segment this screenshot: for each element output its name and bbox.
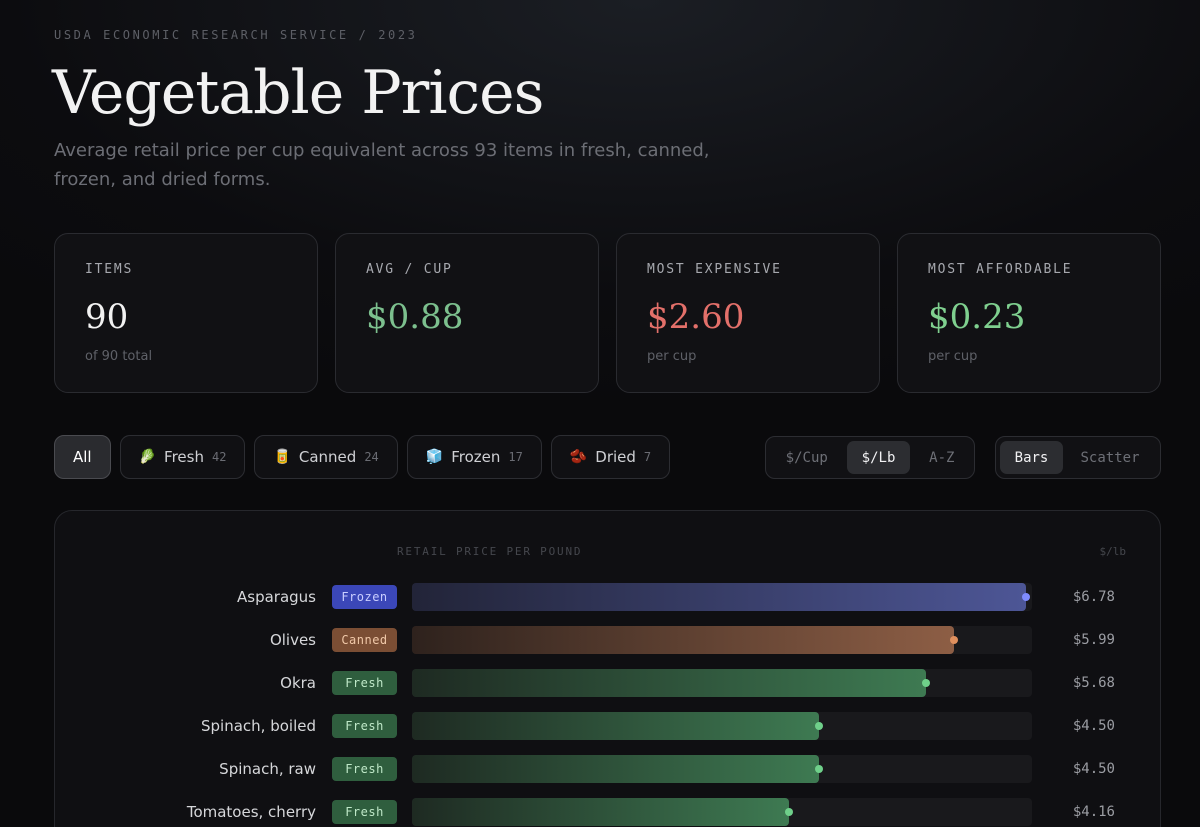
chart-row[interactable]: Tomatoes, cherry Fresh $4.16 bbox=[55, 798, 1160, 827]
row-label: Spinach, raw bbox=[219, 760, 316, 778]
stat-label: ITEMS bbox=[85, 262, 134, 277]
form-badge: Canned bbox=[332, 628, 397, 652]
chart-row[interactable]: Okra Fresh $5.68 bbox=[55, 669, 1160, 712]
bar-end-dot bbox=[1022, 593, 1030, 601]
price-value: $4.50 bbox=[1072, 718, 1115, 734]
chart-unit: $/lb bbox=[1099, 545, 1127, 558]
bar-end-dot bbox=[950, 636, 958, 644]
filter-all-chip[interactable]: All bbox=[54, 435, 111, 479]
chip-label: Canned bbox=[298, 448, 357, 466]
bar-track bbox=[412, 755, 1032, 783]
bar-track bbox=[412, 626, 1032, 654]
price-bar bbox=[412, 669, 926, 697]
row-label: Tomatoes, cherry bbox=[186, 803, 316, 821]
form-badge: Fresh bbox=[332, 714, 397, 738]
bar-track bbox=[412, 798, 1032, 826]
form-badge: Fresh bbox=[332, 671, 397, 695]
stat-card-most-expensive: MOST EXPENSIVE $2.60 per cup bbox=[616, 233, 880, 393]
row-label: Spinach, boiled bbox=[201, 717, 316, 735]
form-badge: Fresh bbox=[332, 757, 397, 781]
bar-end-dot bbox=[785, 808, 793, 816]
form-badge: Frozen bbox=[332, 585, 397, 609]
stat-value: $2.60 bbox=[647, 297, 745, 337]
stat-label: AVG / CUP bbox=[366, 262, 453, 277]
price-value: $5.99 bbox=[1072, 632, 1115, 648]
chip-count: 42 bbox=[211, 450, 227, 464]
leafy-green-icon: 🥬 bbox=[138, 449, 157, 465]
sort-per-lb-button[interactable]: $/Lb bbox=[847, 441, 910, 474]
chart-title: RETAIL PRICE PER POUND bbox=[397, 545, 583, 558]
price-value: $6.78 bbox=[1072, 589, 1115, 605]
stat-sub: per cup bbox=[928, 349, 978, 364]
filter-fresh-chip[interactable]: 🥬 Fresh 42 bbox=[119, 435, 246, 479]
price-bar bbox=[412, 755, 819, 783]
filter-canned-chip[interactable]: 🥫 Canned 24 bbox=[254, 435, 398, 479]
bar-track bbox=[412, 583, 1032, 611]
price-chart-panel: RETAIL PRICE PER POUND $/lb Asparagus Fro… bbox=[54, 510, 1161, 827]
price-value: $4.50 bbox=[1072, 761, 1115, 777]
filter-dried-chip[interactable]: 🫘 Dried 7 bbox=[550, 435, 671, 479]
bar-end-dot bbox=[922, 679, 930, 687]
stat-value: $0.23 bbox=[928, 297, 1026, 337]
chart-rows: Asparagus Frozen $6.78 Olives Canned $5.99 Okr… bbox=[55, 583, 1160, 827]
stat-sub: of 90 total bbox=[85, 349, 153, 364]
form-filter-group: All 🥬 Fresh 42 🥫 Canned 24 🧊 Frozen 17 🫘… bbox=[54, 435, 671, 479]
form-badge: Fresh bbox=[332, 800, 397, 824]
sort-alpha-button[interactable]: A-Z bbox=[929, 449, 955, 466]
price-bar bbox=[412, 798, 789, 826]
chart-row[interactable]: Spinach, boiled Fresh $4.50 bbox=[55, 712, 1160, 755]
bar-track bbox=[412, 712, 1032, 740]
bar-end-dot bbox=[815, 722, 823, 730]
source-eyebrow: USDA ECONOMIC RESEARCH SERVICE / 2023 bbox=[54, 28, 418, 42]
stats-row: ITEMS 90 of 90 total AVG / CUP $0.88 MOS… bbox=[54, 233, 1161, 393]
view-bars-button[interactable]: Bars bbox=[1000, 441, 1063, 474]
price-value: $4.16 bbox=[1072, 804, 1115, 820]
stat-value: $0.88 bbox=[366, 297, 464, 337]
price-value: $5.68 bbox=[1072, 675, 1115, 691]
row-label: Okra bbox=[280, 674, 316, 692]
bar-end-dot bbox=[815, 765, 823, 773]
stat-value: 90 bbox=[85, 297, 129, 337]
row-label: Olives bbox=[269, 631, 316, 649]
stat-card-most-affordable: MOST AFFORDABLE $0.23 per cup bbox=[897, 233, 1161, 393]
ice-cube-icon: 🧊 bbox=[425, 449, 444, 465]
stat-card-avg-cup: AVG / CUP $0.88 bbox=[335, 233, 599, 393]
chart-row[interactable]: Spinach, raw Fresh $4.50 bbox=[55, 755, 1160, 798]
price-bar bbox=[412, 583, 1026, 611]
page-title: Vegetable Prices bbox=[52, 58, 544, 128]
beans-icon: 🫘 bbox=[569, 449, 588, 465]
can-icon: 🥫 bbox=[273, 449, 291, 465]
price-bar bbox=[412, 626, 954, 654]
chip-label: All bbox=[73, 448, 92, 466]
chart-row[interactable]: Asparagus Frozen $6.78 bbox=[55, 583, 1160, 626]
chip-label: Frozen bbox=[451, 448, 501, 466]
bar-track bbox=[412, 669, 1032, 697]
price-bar bbox=[412, 712, 819, 740]
row-label: Asparagus bbox=[237, 588, 316, 606]
chip-count: 7 bbox=[643, 450, 652, 464]
view-toggle: Bars Scatter bbox=[995, 436, 1161, 479]
stat-sub: per cup bbox=[647, 349, 697, 364]
page-subtitle: Average retail price per cup equivalent … bbox=[54, 140, 710, 190]
stat-label: MOST AFFORDABLE bbox=[928, 262, 1073, 277]
chip-label: Fresh bbox=[164, 448, 204, 466]
chart-row[interactable]: Olives Canned $5.99 bbox=[55, 626, 1160, 669]
stat-card-items: ITEMS 90 of 90 total bbox=[54, 233, 318, 393]
filter-frozen-chip[interactable]: 🧊 Frozen 17 bbox=[406, 435, 542, 479]
chip-count: 24 bbox=[364, 450, 379, 464]
chip-label: Dried bbox=[595, 448, 636, 466]
view-scatter-button[interactable]: Scatter bbox=[1080, 449, 1140, 466]
sort-toggle: $/Cup $/Lb A-Z bbox=[765, 436, 975, 479]
chip-count: 17 bbox=[508, 450, 523, 464]
sort-per-cup-button[interactable]: $/Cup bbox=[785, 449, 828, 466]
stat-label: MOST EXPENSIVE bbox=[647, 262, 782, 277]
